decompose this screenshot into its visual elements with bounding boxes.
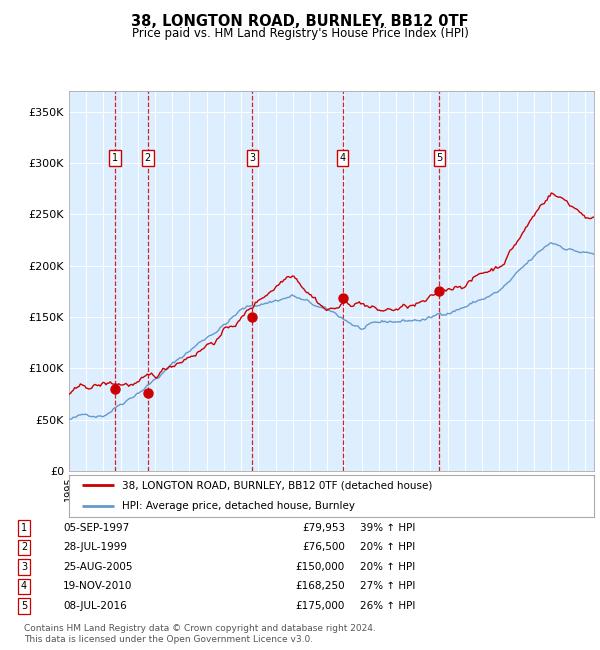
Text: 5: 5 <box>21 601 27 611</box>
Text: 20% ↑ HPI: 20% ↑ HPI <box>360 562 415 572</box>
Text: £79,953: £79,953 <box>302 523 345 533</box>
Text: 38, LONGTON ROAD, BURNLEY, BB12 0TF (detached house): 38, LONGTON ROAD, BURNLEY, BB12 0TF (det… <box>121 480 432 490</box>
Text: £168,250: £168,250 <box>295 581 345 592</box>
Text: 05-SEP-1997: 05-SEP-1997 <box>63 523 129 533</box>
Text: £150,000: £150,000 <box>296 562 345 572</box>
Text: £175,000: £175,000 <box>296 601 345 611</box>
Text: Price paid vs. HM Land Registry's House Price Index (HPI): Price paid vs. HM Land Registry's House … <box>131 27 469 40</box>
Text: 25-AUG-2005: 25-AUG-2005 <box>63 562 133 572</box>
Text: 5: 5 <box>436 153 443 162</box>
Text: 28-JUL-1999: 28-JUL-1999 <box>63 542 127 552</box>
Text: Contains HM Land Registry data © Crown copyright and database right 2024.
This d: Contains HM Land Registry data © Crown c… <box>24 624 376 644</box>
Text: 3: 3 <box>249 153 256 162</box>
Text: 19-NOV-2010: 19-NOV-2010 <box>63 581 133 592</box>
Text: 38, LONGTON ROAD, BURNLEY, BB12 0TF: 38, LONGTON ROAD, BURNLEY, BB12 0TF <box>131 14 469 29</box>
Text: 4: 4 <box>21 581 27 592</box>
Text: 2: 2 <box>145 153 151 162</box>
Text: 20% ↑ HPI: 20% ↑ HPI <box>360 542 415 552</box>
Text: 4: 4 <box>340 153 346 162</box>
Text: 27% ↑ HPI: 27% ↑ HPI <box>360 581 415 592</box>
Text: £76,500: £76,500 <box>302 542 345 552</box>
Text: 3: 3 <box>21 562 27 572</box>
Text: 2: 2 <box>21 542 27 552</box>
Text: 1: 1 <box>112 153 118 162</box>
Text: HPI: Average price, detached house, Burnley: HPI: Average price, detached house, Burn… <box>121 501 355 511</box>
Text: 39% ↑ HPI: 39% ↑ HPI <box>360 523 415 533</box>
Text: 08-JUL-2016: 08-JUL-2016 <box>63 601 127 611</box>
Text: 1: 1 <box>21 523 27 533</box>
Text: 26% ↑ HPI: 26% ↑ HPI <box>360 601 415 611</box>
